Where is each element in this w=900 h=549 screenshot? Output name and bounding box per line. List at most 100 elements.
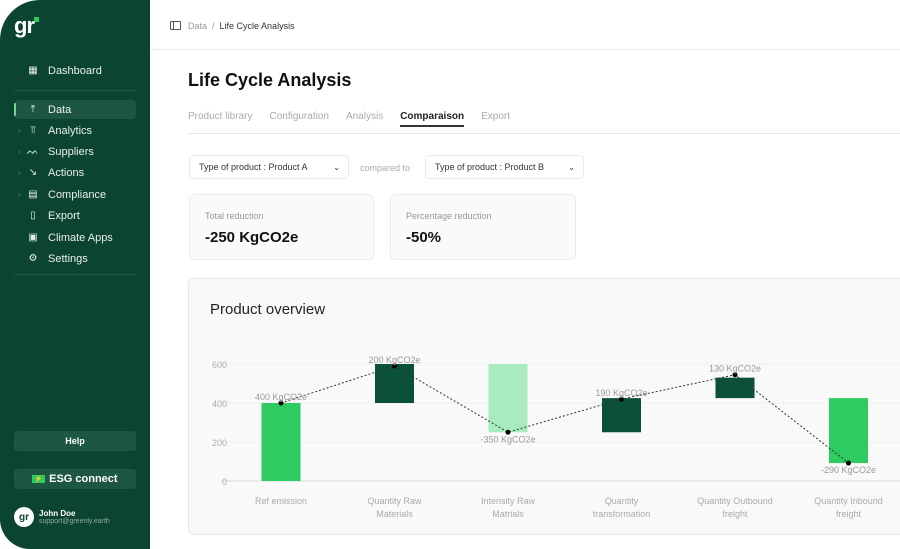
- gear-icon: ⚙: [28, 253, 38, 264]
- label: Compliance: [48, 188, 107, 201]
- data-label: 200 KgCO2e: [368, 355, 420, 365]
- label: Analytics: [48, 124, 93, 137]
- card-label: Percentage reduction: [406, 211, 492, 221]
- breadcrumb: Data / Life Cycle Analysis: [188, 21, 295, 31]
- trend-line: [280, 365, 849, 464]
- tab-analysis[interactable]: Analysis: [345, 111, 384, 122]
- sidebar-item-settings[interactable]: ⚙ Settings: [14, 249, 136, 268]
- trend-down-icon: ↘: [28, 167, 38, 178]
- label: Suppliers: [48, 145, 94, 158]
- x-tick-label: Intensity Raw Matrials: [481, 496, 536, 519]
- card-value: -250 KgCO2e: [205, 229, 299, 246]
- help-button[interactable]: Help: [14, 431, 136, 451]
- file-icon: ▯: [30, 210, 36, 221]
- y-tick-label: 200: [212, 438, 227, 448]
- chevron-right-icon: ›: [18, 126, 21, 135]
- label: Dashboard: [48, 64, 102, 77]
- compared-to-label: compared to: [360, 163, 411, 173]
- sidebar-item-analytics[interactable]: › ⫪ Analytics: [14, 121, 136, 140]
- user-name: John Doe: [39, 509, 76, 518]
- bar: [829, 398, 868, 464]
- label: Type of product : Product A: [199, 162, 308, 172]
- card-label: Total reduction: [205, 211, 264, 221]
- product-a-select[interactable]: Type of product : Product A ⌄: [189, 155, 349, 179]
- product-overview-panel: Product overview 0 200 400 600 400 KgCO2e 200…: [188, 278, 900, 535]
- sidebar-item-compliance[interactable]: › ▤ Compliance: [14, 185, 136, 204]
- data-label: 130 KgCO2e: [709, 364, 761, 374]
- x-tick-label: Quantity Raw Materials: [367, 496, 422, 519]
- greenly-logo[interactable]: gr: [14, 13, 39, 39]
- main-content: Data / Life Cycle Analysis Life Cycle An…: [150, 0, 900, 549]
- breadcrumb-data[interactable]: Data: [188, 21, 208, 31]
- analytics-icon: ⫪: [30, 125, 36, 136]
- chevron-down-icon: ⌄: [568, 162, 575, 172]
- bar: [261, 403, 301, 481]
- breadcrumb-current: Life Cycle Analysis: [219, 21, 295, 31]
- chevron-down-icon: ⌄: [333, 162, 340, 172]
- sidebar-item-export[interactable]: ▯ Export: [14, 206, 136, 225]
- bar: [488, 364, 528, 433]
- data-label: 400 KgCO2e: [255, 392, 307, 402]
- user-email: support@greenly.earth: [39, 518, 110, 525]
- bar: [375, 364, 414, 403]
- sidebar: gr ▦ Dashboard ⤒ Data › ⫪ Analytics › ᨓ Suppli…: [0, 0, 150, 549]
- sidebar-item-suppliers[interactable]: › ᨓ Suppliers: [14, 142, 136, 161]
- sidebar-toggle-icon[interactable]: [170, 21, 181, 30]
- tab-comparaison[interactable]: Comparaison: [400, 111, 465, 127]
- x-tick-label: Quantity Inbound freight: [814, 496, 883, 519]
- label: ESG connect: [49, 473, 118, 485]
- grid-icon: ▦: [28, 65, 38, 76]
- sidebar-item-climate-apps[interactable]: ▣ Climate Apps: [14, 228, 136, 247]
- data-point: [732, 372, 738, 378]
- divider: [14, 90, 136, 91]
- user-profile[interactable]: gr John Doe support@greenly.earth: [14, 507, 110, 527]
- data-point: [619, 396, 624, 402]
- page-title: Life Cycle Analysis: [188, 70, 352, 90]
- sidebar-item-data[interactable]: ⤒ Data: [14, 100, 136, 119]
- data-label: -350 KgCO2e: [480, 434, 535, 444]
- y-tick-label: 600: [212, 360, 227, 370]
- bar: [602, 398, 641, 433]
- tab-export[interactable]: Export: [481, 111, 511, 122]
- label: Export: [48, 209, 80, 222]
- percentage-reduction-card: Percentage reduction -50%: [390, 194, 576, 260]
- upload-icon: ⤒: [30, 104, 36, 115]
- data-point: [505, 429, 511, 435]
- data-label: -290 KgCO2e: [821, 465, 876, 475]
- data-point: [278, 400, 284, 406]
- esg-connect-button[interactable]: ⚡ ESG connect: [14, 469, 136, 489]
- label: Actions: [48, 166, 85, 179]
- label: Climate Apps: [48, 231, 113, 244]
- chevron-right-icon: ›: [18, 147, 21, 156]
- x-tick-label: Quantity Outbound freight: [697, 496, 773, 519]
- divider: [14, 274, 136, 275]
- top-bar: Data / Life Cycle Analysis: [150, 0, 900, 50]
- data-point: [392, 363, 397, 369]
- y-tick-label: 400: [212, 399, 227, 409]
- bolt-icon: ⚡: [32, 475, 46, 483]
- bar: [715, 377, 755, 399]
- y-tick-label: 0: [222, 477, 227, 487]
- suppliers-icon: ᨓ: [27, 146, 39, 157]
- data-label: 190 KgCO2e: [595, 388, 647, 398]
- chevron-right-icon: ›: [18, 190, 21, 199]
- chevron-right-icon: ›: [18, 168, 21, 177]
- sidebar-item-dashboard[interactable]: ▦ Dashboard: [14, 61, 136, 80]
- tab-product-library[interactable]: Product library: [188, 111, 253, 122]
- panel-title: Product overview: [210, 301, 326, 318]
- tab-configuration[interactable]: Configuration: [269, 111, 329, 122]
- product-b-select[interactable]: Type of product : Product B ⌄: [425, 155, 584, 179]
- label: Type of product : Product B: [435, 162, 545, 172]
- x-tick-label: Ref emission: [255, 496, 307, 506]
- waterfall-chart: 0 200 400 600 400 KgCO2e 200 KgCO2e -350 KgCO2…: [212, 355, 900, 519]
- data-point: [846, 460, 851, 466]
- total-reduction-card: Total reduction -250 KgCO2e: [189, 194, 374, 260]
- label: Settings: [48, 252, 88, 265]
- x-tick-label: Quantity transformation: [593, 496, 651, 519]
- store-icon: ▣: [28, 232, 38, 243]
- tabs: Product library Configuration Analysis C…: [188, 111, 900, 134]
- document-icon: ▤: [28, 189, 38, 200]
- card-value: -50%: [406, 229, 442, 246]
- avatar: gr: [14, 507, 34, 527]
- sidebar-item-actions[interactable]: › ↘ Actions: [14, 163, 136, 182]
